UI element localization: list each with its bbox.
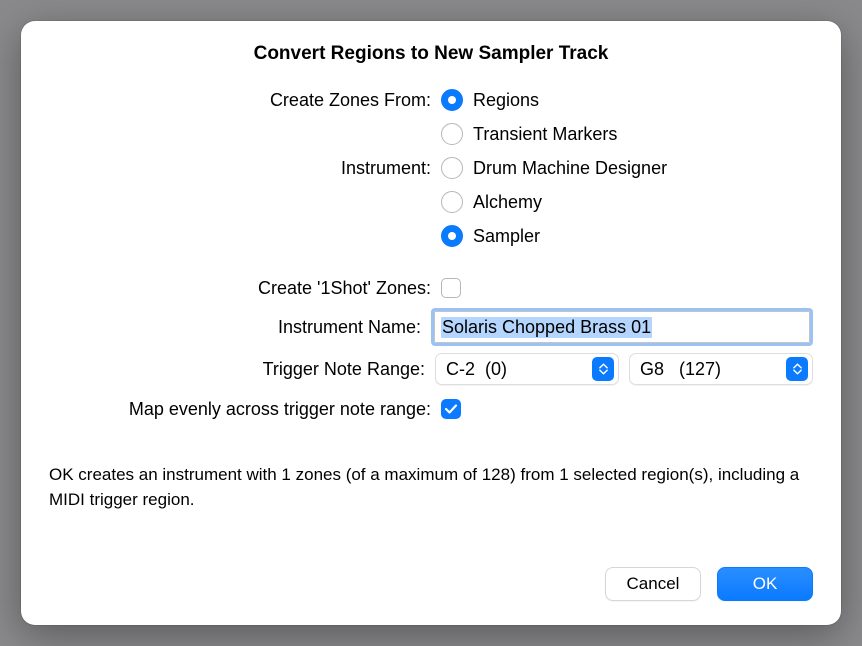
checkbox-map-evenly[interactable]: [441, 399, 461, 419]
instrument-name-focus-ring: Solaris Chopped Brass 01: [431, 308, 813, 346]
radio-transient-markers-label[interactable]: Transient Markers: [473, 124, 617, 145]
dialog-title: Convert Regions to New Sampler Track: [49, 43, 813, 65]
label-map-evenly: Map evenly across trigger note range:: [49, 399, 441, 420]
row-instrument-2: Alchemy: [49, 185, 813, 219]
instrument-name-input[interactable]: Solaris Chopped Brass 01: [434, 311, 810, 343]
radio-drum-machine-designer[interactable]: [441, 157, 463, 179]
row-create-zones-from-2: Transient Markers: [49, 117, 813, 151]
row-oneshot: Create '1Shot' Zones:: [49, 271, 813, 305]
radio-alchemy-label[interactable]: Alchemy: [473, 192, 542, 213]
row-instrument-3: Sampler: [49, 219, 813, 253]
chevron-up-down-icon: [592, 357, 614, 381]
info-text: OK creates an instrument with 1 zones (o…: [49, 463, 813, 512]
radio-regions[interactable]: [441, 89, 463, 111]
chevron-up-down-icon: [786, 357, 808, 381]
label-instrument-name: Instrument Name:: [49, 317, 431, 338]
select-trigger-high-value: G8 (127): [640, 359, 778, 380]
radio-sampler[interactable]: [441, 225, 463, 247]
label-oneshot: Create '1Shot' Zones:: [49, 278, 441, 299]
radio-transient-markers[interactable]: [441, 123, 463, 145]
checkbox-oneshot[interactable]: [441, 278, 461, 298]
cancel-button[interactable]: Cancel: [605, 567, 701, 601]
radio-regions-label[interactable]: Regions: [473, 90, 539, 111]
row-create-zones-from: Create Zones From: Regions: [49, 83, 813, 117]
convert-regions-dialog: Convert Regions to New Sampler Track Cre…: [21, 21, 841, 625]
row-trigger-range: Trigger Note Range: C-2 (0) G8 (127): [49, 349, 813, 389]
radio-sampler-label[interactable]: Sampler: [473, 226, 540, 247]
label-trigger-range: Trigger Note Range:: [49, 359, 435, 380]
label-create-zones-from: Create Zones From:: [49, 90, 441, 111]
radio-drum-machine-designer-label[interactable]: Drum Machine Designer: [473, 158, 667, 179]
label-instrument: Instrument:: [49, 158, 441, 179]
radio-alchemy[interactable]: [441, 191, 463, 213]
row-instrument-name: Instrument Name: Solaris Chopped Brass 0…: [49, 305, 813, 349]
select-trigger-high[interactable]: G8 (127): [629, 353, 813, 385]
select-trigger-low[interactable]: C-2 (0): [435, 353, 619, 385]
select-trigger-low-value: C-2 (0): [446, 359, 584, 380]
dialog-backdrop: Convert Regions to New Sampler Track Cre…: [0, 0, 862, 646]
row-instrument: Instrument: Drum Machine Designer: [49, 151, 813, 185]
button-row: Cancel OK: [605, 567, 813, 601]
form-rows: Create Zones From: Regions Transient Mar…: [49, 83, 813, 429]
instrument-name-value: Solaris Chopped Brass 01: [441, 317, 652, 338]
row-map-evenly: Map evenly across trigger note range:: [49, 389, 813, 429]
ok-button[interactable]: OK: [717, 567, 813, 601]
